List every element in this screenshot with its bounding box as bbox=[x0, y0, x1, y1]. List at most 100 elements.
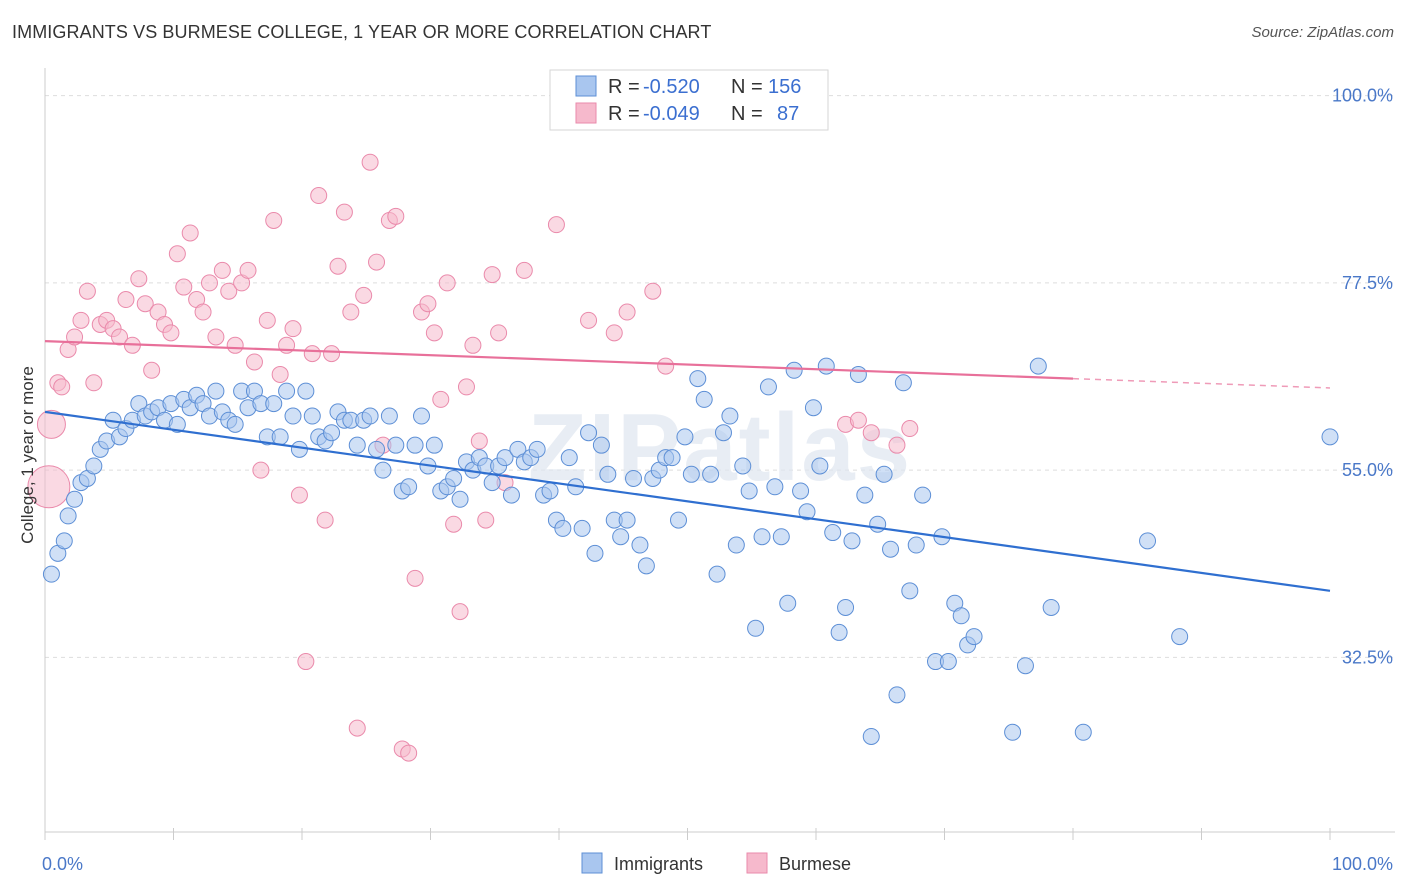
immigrant-point bbox=[894, 374, 912, 392]
burmese-point bbox=[220, 282, 238, 300]
burmese-point bbox=[901, 420, 919, 438]
burmese-point bbox=[316, 511, 334, 529]
burmese-point bbox=[27, 465, 71, 509]
immigrant-point bbox=[824, 524, 842, 542]
immigrant-point bbox=[586, 544, 604, 562]
y-tick-label: 55.0% bbox=[1342, 460, 1393, 480]
immigrant-point bbox=[759, 378, 777, 396]
immigrant-point bbox=[66, 490, 84, 508]
burmese-point bbox=[136, 295, 154, 313]
burmese-point bbox=[323, 345, 341, 363]
burmese-trend-line bbox=[44, 340, 1074, 380]
burmese-point bbox=[213, 261, 231, 279]
immigrant-point bbox=[676, 428, 694, 446]
burmese-point bbox=[111, 328, 129, 346]
immigrant-point bbox=[837, 598, 855, 616]
immigrant-point bbox=[207, 382, 225, 400]
immigrant-point bbox=[682, 465, 700, 483]
burmese-point bbox=[849, 411, 867, 429]
burmese-point bbox=[310, 187, 328, 205]
x-tick-label: 0.0% bbox=[42, 854, 83, 874]
immigrant-point bbox=[573, 519, 591, 537]
x-tick-labels: 0.0% 100.0% bbox=[42, 854, 1393, 874]
immigrant-point bbox=[830, 623, 848, 641]
legend-r-value: -0.520 bbox=[643, 76, 700, 98]
legend-r-label: R = bbox=[608, 76, 640, 98]
burmese-point bbox=[162, 324, 180, 342]
immigrant-point bbox=[554, 519, 572, 537]
immigrant-point bbox=[368, 440, 386, 458]
immigrant-point bbox=[779, 594, 797, 612]
burmese-point bbox=[361, 153, 379, 171]
axes bbox=[44, 68, 1395, 840]
immigrant-point bbox=[708, 565, 726, 583]
immigrant-point bbox=[303, 407, 321, 425]
immigrant-point bbox=[406, 436, 424, 454]
immigrant-point bbox=[670, 511, 688, 529]
immigrant-point bbox=[323, 424, 341, 442]
burmese-point bbox=[862, 424, 880, 442]
immigrant-point bbox=[612, 528, 630, 546]
immigrant-point bbox=[753, 528, 771, 546]
immigrant-point bbox=[907, 536, 925, 554]
immigrant-point bbox=[689, 370, 707, 388]
immigrant-point bbox=[284, 407, 302, 425]
immigrant-point bbox=[811, 457, 829, 475]
burmese-point bbox=[432, 390, 450, 408]
burmese-point bbox=[400, 744, 418, 762]
burmese-point bbox=[419, 295, 437, 313]
chart-title: IMMIGRANTS VS BURMESE COLLEGE, 1 YEAR OR… bbox=[12, 22, 712, 42]
immigrant-point bbox=[1016, 657, 1034, 675]
burmese-point bbox=[515, 261, 533, 279]
immigrant-point bbox=[1042, 598, 1060, 616]
immigrant-point bbox=[939, 653, 957, 671]
burmese-point bbox=[644, 282, 662, 300]
immigrant-point bbox=[580, 424, 598, 442]
burmese-point bbox=[130, 270, 148, 288]
immigrant-point bbox=[400, 478, 418, 496]
burmese-point bbox=[490, 324, 508, 342]
burmese-point bbox=[657, 357, 675, 375]
immigrant-point bbox=[625, 469, 643, 487]
immigrant-point bbox=[413, 407, 431, 425]
immigrant-point bbox=[1171, 628, 1189, 646]
immigrant-point bbox=[952, 607, 970, 625]
immigrant-point bbox=[226, 415, 244, 433]
y-tick-label: 32.5% bbox=[1342, 647, 1393, 667]
immigrant-point bbox=[792, 482, 810, 500]
immigrant-point bbox=[42, 565, 60, 583]
immigrant-point bbox=[618, 511, 636, 529]
immigrant-point bbox=[168, 415, 186, 433]
source-credit: Source: ZipAtlas.com bbox=[1251, 24, 1394, 41]
immigrant-point bbox=[1074, 723, 1092, 741]
y-tick-label: 100.0% bbox=[1332, 86, 1393, 106]
burmese-point bbox=[477, 511, 495, 529]
legend-n-label: N = bbox=[731, 103, 763, 125]
burmese-point bbox=[303, 345, 321, 363]
immigrant-point bbox=[387, 436, 405, 454]
immigrant-point bbox=[1004, 723, 1022, 741]
burmese-point bbox=[284, 320, 302, 338]
legend-swatch-burmese bbox=[575, 102, 597, 124]
y-tick-label: 77.5% bbox=[1342, 273, 1393, 293]
burmese-point bbox=[580, 311, 598, 329]
immigrant-point bbox=[804, 399, 822, 417]
burmese-point bbox=[252, 461, 270, 479]
burmese-point bbox=[239, 261, 257, 279]
burmese-point bbox=[355, 286, 373, 304]
immigrant-point bbox=[59, 507, 77, 525]
immigrants-trend-line bbox=[44, 410, 1331, 592]
immigrant-point bbox=[714, 424, 732, 442]
burmese-point bbox=[175, 278, 193, 296]
immigrant-point bbox=[445, 469, 463, 487]
burmese-point bbox=[470, 432, 488, 450]
burmese-point bbox=[200, 274, 218, 292]
burmese-point bbox=[342, 303, 360, 321]
legend: R = -0.520 N = 156 R = -0.049 N = 87 bbox=[549, 69, 829, 131]
burmese-point bbox=[483, 266, 501, 284]
immigrant-points bbox=[42, 357, 1339, 745]
immigrant-point bbox=[541, 482, 559, 500]
burmese-point bbox=[181, 224, 199, 242]
immigrant-point bbox=[734, 457, 752, 475]
burmese-point bbox=[438, 274, 456, 292]
